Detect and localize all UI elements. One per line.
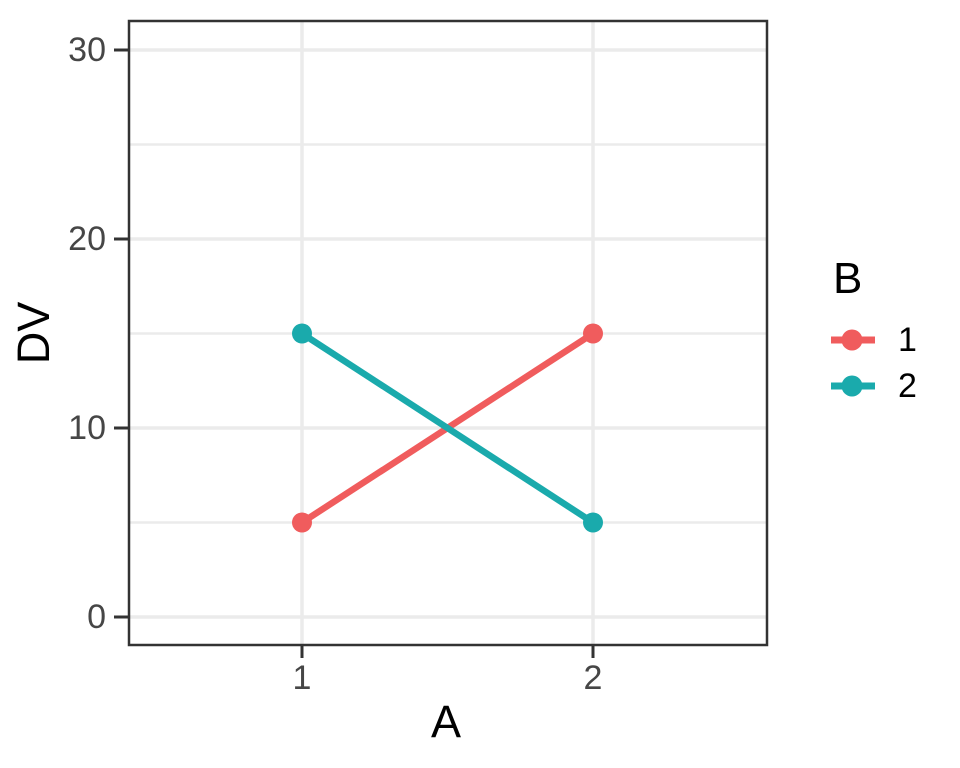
y-axis-title: DV <box>8 301 59 365</box>
x-axis-title: A <box>430 696 461 747</box>
y-tick-label: 0 <box>87 598 106 636</box>
legend: B 1 2 <box>831 251 960 409</box>
legend-key-dot <box>841 375 863 397</box>
data-point-series-2 <box>583 512 603 533</box>
x-tick-label: 1 <box>292 659 312 697</box>
legend-title: B <box>833 254 863 303</box>
y-tick-label: 30 <box>68 31 106 69</box>
y-tick-label: 10 <box>68 409 106 447</box>
data-point-series-2 <box>292 323 312 344</box>
legend-key-icon <box>831 329 875 351</box>
legend-entry-label: 2 <box>898 367 917 405</box>
x-tick-label: 2 <box>583 659 603 697</box>
series-line-2 <box>300 330 595 526</box>
legend-entry: 1 <box>831 317 960 363</box>
legend-key-icon <box>831 375 875 397</box>
panel-border <box>127 19 769 647</box>
y-tick-label: 20 <box>68 220 106 258</box>
legend-entries: 1 2 <box>831 317 960 409</box>
legend-entry-label: 1 <box>898 321 917 359</box>
data-point-series-1 <box>292 512 312 533</box>
data-point-series-1 <box>583 323 603 344</box>
legend-entry: 2 <box>831 363 960 409</box>
legend-key-dot <box>841 329 863 351</box>
